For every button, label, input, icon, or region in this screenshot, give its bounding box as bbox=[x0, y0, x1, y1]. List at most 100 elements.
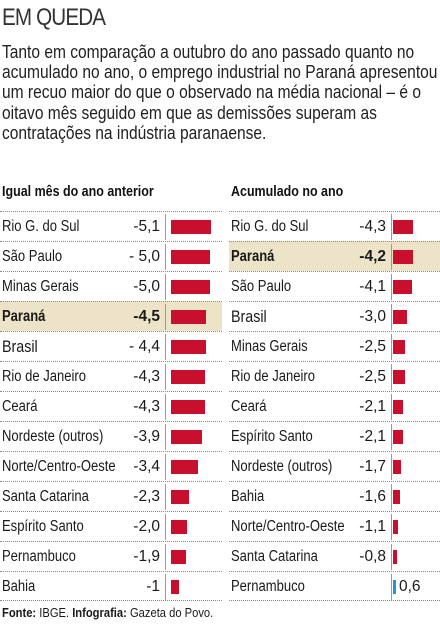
value-separator bbox=[391, 304, 392, 330]
category-label: Santa Catarina bbox=[231, 548, 318, 565]
category-label: Norte/Centro-Oeste bbox=[231, 518, 345, 535]
table-row-sao-paulo: São Paulo - 5,0 bbox=[0, 241, 222, 271]
left-bar-table: Rio G. do Sul -5,1 São Paulo - 5,0 Minas Ger… bbox=[0, 211, 222, 601]
bar-espirito-santo bbox=[393, 430, 403, 444]
value-separator bbox=[391, 454, 392, 480]
table-row-norte-centro-oeste: Norte/Centro-Oeste -3,4 bbox=[0, 451, 222, 481]
table-row-brasil: Brasil -3,0 bbox=[229, 301, 440, 331]
category-label: Rio G. do Sul bbox=[2, 218, 80, 235]
table-row-norte-centro-oeste: Norte/Centro-Oeste -1,1 bbox=[229, 511, 440, 541]
value-separator bbox=[165, 544, 166, 570]
category-label: Pernambuco bbox=[2, 548, 76, 565]
category-label: Paraná bbox=[231, 248, 275, 265]
bar-espirito-santo bbox=[171, 520, 187, 534]
category-label: Ceará bbox=[231, 398, 267, 415]
value-separator bbox=[165, 304, 166, 330]
category-label: Brasil bbox=[2, 337, 38, 356]
value-separator bbox=[165, 484, 166, 510]
source-text: IBGE. bbox=[36, 605, 73, 620]
value-separator bbox=[391, 364, 392, 390]
bar-norte-centro-oeste bbox=[171, 460, 198, 474]
value-label: -1 bbox=[146, 578, 160, 595]
table-row-sao-paulo: São Paulo -4,1 bbox=[229, 271, 440, 301]
table-row-pernambuco: Pernambuco -1,9 bbox=[0, 541, 222, 571]
value-separator bbox=[391, 514, 392, 540]
value-separator bbox=[165, 574, 166, 600]
value-separator bbox=[165, 334, 166, 360]
right-table-title: Acumulado no ano bbox=[231, 184, 344, 200]
category-label: São Paulo bbox=[2, 248, 63, 265]
value-separator bbox=[391, 544, 392, 570]
table-row-minas-gerais: Minas Gerais -5,0 bbox=[0, 271, 222, 301]
value-label: 0,6 bbox=[399, 578, 421, 595]
table-row-espirito-santo: Espírito Santo -2,1 bbox=[229, 421, 440, 451]
value-label: -2,3 bbox=[133, 488, 160, 505]
bar-nordeste-outros bbox=[171, 430, 202, 444]
value-separator bbox=[391, 424, 392, 450]
value-label: -3,0 bbox=[359, 308, 386, 325]
table-row-rio-de-janeiro: Rio de Janeiro -2,5 bbox=[229, 361, 440, 391]
value-label: -2,1 bbox=[359, 428, 386, 445]
table-row-parana: Paraná -4,5 bbox=[0, 301, 222, 331]
source-note: Fonte: IBGE. Infografia: Gazeta do Povo. bbox=[2, 605, 213, 620]
bar-rio-de-janeiro bbox=[393, 370, 405, 384]
bar-minas-gerais bbox=[171, 280, 211, 294]
bar-nordeste-outros bbox=[393, 460, 401, 474]
value-separator bbox=[165, 394, 166, 420]
category-label: Paraná bbox=[2, 308, 46, 325]
category-label: Bahia bbox=[231, 488, 265, 505]
category-label: Pernambuco bbox=[231, 578, 305, 595]
table-row-ceara: Ceará -2,1 bbox=[229, 391, 440, 421]
value-label: -4,3 bbox=[133, 398, 160, 415]
value-separator bbox=[391, 574, 392, 600]
value-label: - 5,0 bbox=[128, 248, 160, 265]
bar-bahia bbox=[393, 490, 401, 504]
value-label: -5,0 bbox=[133, 278, 160, 295]
value-label: -1,7 bbox=[359, 458, 386, 475]
value-label: -4,3 bbox=[359, 218, 386, 235]
value-label: -5,1 bbox=[133, 218, 160, 235]
value-label: -4,2 bbox=[359, 248, 386, 265]
table-row-rio-de-janeiro: Rio de Janeiro -4,3 bbox=[0, 361, 222, 391]
value-label: -3,9 bbox=[133, 428, 160, 445]
value-label: -1,6 bbox=[359, 488, 386, 505]
bar-norte-centro-oeste bbox=[393, 520, 399, 534]
value-label: -3,4 bbox=[133, 458, 160, 475]
value-label: -2,0 bbox=[133, 518, 160, 535]
table-row-minas-gerais: Minas Gerais -2,5 bbox=[229, 331, 440, 361]
value-label: -1,1 bbox=[359, 518, 386, 535]
bar-ceara bbox=[393, 400, 403, 414]
table-row-bahia: Bahia -1 bbox=[0, 571, 222, 601]
bar-rio-g-do-sul bbox=[171, 220, 211, 234]
table-row-pernambuco: Pernambuco 0,6 bbox=[229, 571, 440, 601]
chart-title: EM QUEDA bbox=[2, 4, 106, 31]
value-label: -4,1 bbox=[359, 278, 386, 295]
table-row-espirito-santo: Espírito Santo -2,0 bbox=[0, 511, 222, 541]
value-label: -1,9 bbox=[133, 548, 160, 565]
bar-santa-catarina bbox=[171, 490, 190, 504]
infografia-label: Infografia: bbox=[72, 605, 127, 620]
category-label: Nordeste (outros) bbox=[231, 458, 333, 475]
category-label: Brasil bbox=[231, 307, 267, 326]
bar-pernambuco bbox=[393, 580, 396, 594]
category-label: Rio de Janeiro bbox=[2, 368, 86, 385]
value-separator bbox=[165, 514, 166, 540]
category-label: Rio G. do Sul bbox=[231, 218, 309, 235]
table-row-bahia: Bahia -1,6 bbox=[229, 481, 440, 511]
value-label: -2,5 bbox=[359, 338, 386, 355]
value-separator bbox=[165, 274, 166, 300]
category-label: São Paulo bbox=[231, 278, 292, 295]
value-label: -4,5 bbox=[133, 308, 160, 325]
bar-brasil bbox=[393, 310, 407, 324]
category-label: Ceará bbox=[2, 398, 38, 415]
category-label: Santa Catarina bbox=[2, 488, 89, 505]
table-row-santa-catarina: Santa Catarina -2,3 bbox=[0, 481, 222, 511]
table-row-parana: Paraná -4,2 bbox=[229, 241, 440, 271]
category-label: Nordeste (outros) bbox=[2, 428, 104, 445]
value-label: - 4,4 bbox=[128, 338, 160, 355]
value-separator bbox=[165, 364, 166, 390]
value-separator bbox=[391, 394, 392, 420]
value-separator bbox=[391, 274, 392, 300]
table-row-nordeste-outros: Nordeste (outros) -3,9 bbox=[0, 421, 222, 451]
category-label: Bahia bbox=[2, 578, 36, 595]
